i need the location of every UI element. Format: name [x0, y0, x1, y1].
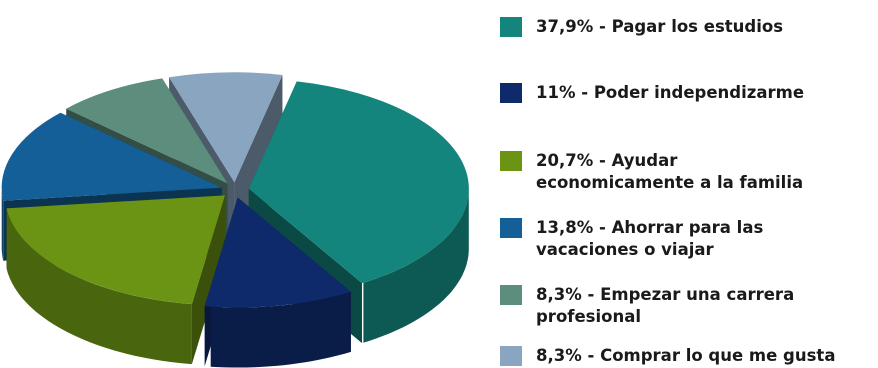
slice-cut-face	[191, 195, 225, 365]
legend-swatch	[500, 218, 522, 238]
legend-label: 13,8% - Ahorrar para las vacaciones o vi…	[536, 218, 764, 259]
legend-label: 8,3% - Comprar lo que me gusta	[536, 346, 836, 365]
legend-swatch	[500, 83, 522, 103]
legend: 37,9% - Pagar los estudios 11% - Poder in…	[500, 0, 878, 368]
legend-label: 20,7% - Ayudar economicamente a la famil…	[536, 151, 804, 192]
legend-label: 8,3% - Empezar una carrera profesional	[536, 285, 795, 326]
legend-swatch	[500, 151, 522, 171]
pie-chart	[1, 72, 469, 368]
legend-label: 37,9% - Pagar los estudios	[536, 17, 784, 36]
slice-top-face	[248, 81, 469, 284]
legend-swatch	[500, 17, 522, 37]
legend-label: 11% - Poder independizarme	[536, 83, 805, 102]
legend-item: 8,3% - Empezar una carrera profesional	[500, 284, 866, 328]
slice-top-face	[6, 195, 225, 305]
legend-item: 13,8% - Ahorrar para las vacaciones o vi…	[500, 217, 866, 261]
legend-item: 37,9% - Pagar los estudios	[500, 16, 866, 38]
slice-top-face	[204, 197, 351, 308]
pie-slice	[204, 197, 351, 368]
pie-slice	[6, 195, 225, 365]
slice-top-face	[169, 72, 283, 183]
slice-side-wall	[210, 291, 351, 368]
legend-item: 20,7% - Ayudar economicamente a la famil…	[500, 150, 866, 194]
legend-swatch	[500, 346, 522, 366]
legend-item: 8,3% - Comprar lo que me gusta	[500, 345, 866, 367]
slice-side-wall	[6, 209, 192, 365]
legend-item: 11% - Poder independizarme	[500, 82, 866, 104]
slice-side-wall	[363, 189, 469, 343]
slice-top-face	[66, 78, 228, 184]
slice-cut-face	[234, 74, 283, 243]
legend-swatch	[500, 285, 522, 305]
slice-side-wall	[1, 189, 4, 261]
slice-top-face	[1, 112, 222, 201]
